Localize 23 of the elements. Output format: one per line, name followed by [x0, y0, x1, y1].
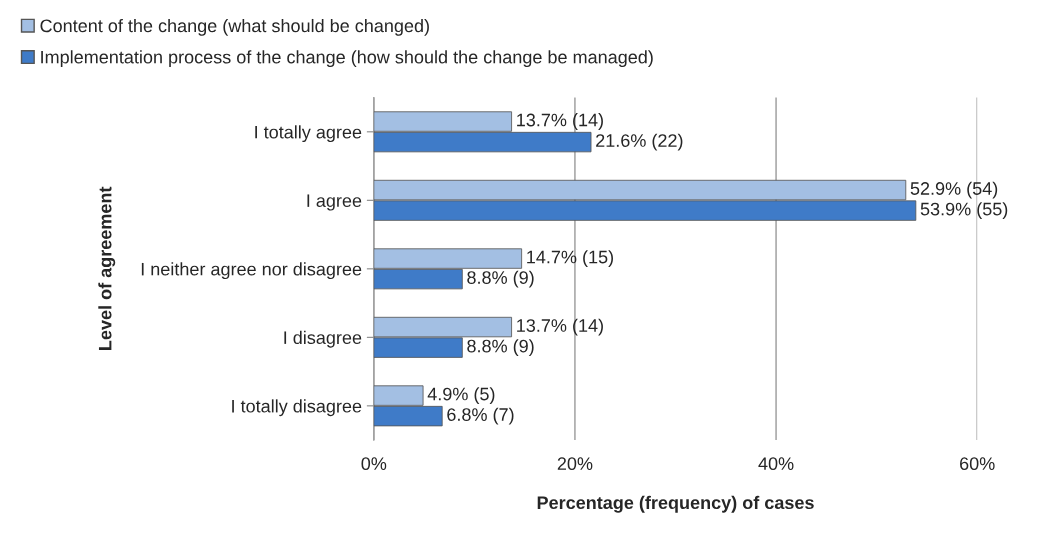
- data-label: 8.8% (9): [467, 270, 534, 288]
- data-label: 21.6% (22): [596, 133, 683, 151]
- legend-label: Implementation process of the change (how should the change be managed): [41, 50, 653, 68]
- x-tick-label: 0%: [361, 457, 387, 471]
- y-axis-title: Level of agreement: [98, 186, 116, 350]
- x-tick-label: 60%: [960, 457, 995, 471]
- data-label: 52.9% (54): [910, 181, 998, 199]
- legend-label: Content of the change (what should be changed): [40, 18, 429, 36]
- y-tick-label: I totally agree: [255, 125, 362, 143]
- data-label: 13.7% (14): [517, 113, 603, 130]
- data-label: 53.9% (55): [920, 202, 1008, 220]
- y-tick-label: I totally disagree: [232, 399, 362, 417]
- data-label: 13.7% (14): [517, 318, 603, 336]
- y-tick-label: I agree: [307, 194, 362, 211]
- x-axis-title: Percentage (frequency) of cases: [537, 495, 814, 513]
- x-tick-label: 40%: [758, 457, 794, 471]
- y-tick-label: I neither agree nor disagree: [141, 262, 362, 280]
- data-label: 4.9% (5): [427, 387, 495, 404]
- data-label: 14.7% (15): [527, 250, 614, 267]
- x-tick-label: 20%: [557, 457, 593, 471]
- data-label: 8.8% (9): [467, 339, 534, 357]
- data-label: 6.8% (7): [447, 407, 514, 425]
- y-tick-label: I disagree: [284, 330, 362, 348]
